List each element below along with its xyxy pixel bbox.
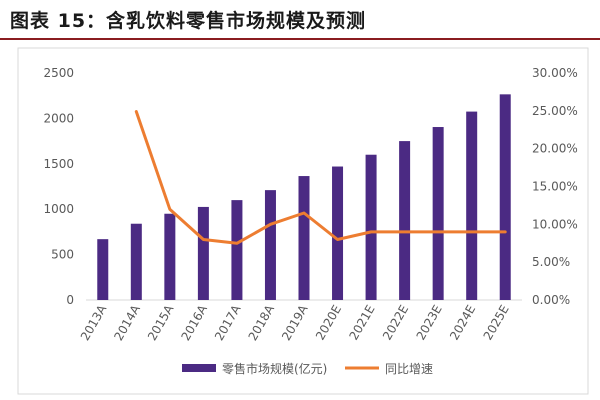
y-right-tick-label: 10.00% <box>532 217 578 231</box>
x-tick-label: 2017A <box>212 302 244 343</box>
x-tick-label: 2013A <box>78 302 110 343</box>
x-tick-label: 2014A <box>111 302 143 343</box>
y-right-tick-label: 0.00% <box>532 293 570 307</box>
bar <box>499 94 511 300</box>
chart-frame <box>17 47 589 395</box>
bar <box>197 206 209 300</box>
x-tick-label: 2018A <box>246 302 278 343</box>
y-right-tick-label: 25.00% <box>532 104 578 118</box>
x-axis: 2013A 2014A 2015A 2016A 2017A 2018A 2019A 2020E… <box>78 302 512 343</box>
bar <box>130 223 142 300</box>
title-rule <box>0 38 600 40</box>
bar <box>332 166 344 300</box>
x-tick-label: 2020E <box>313 303 344 343</box>
bar <box>298 176 310 300</box>
y-right-tick-label: 20.00% <box>532 142 578 156</box>
bar <box>466 111 478 300</box>
bar <box>164 213 176 300</box>
y-left-tick-label: 500 <box>51 248 74 262</box>
growth-line <box>134 110 507 245</box>
bar-series <box>97 94 511 300</box>
y-left-tick-label: 2500 <box>43 66 74 80</box>
x-tick-label: 2025E <box>481 303 512 343</box>
bar <box>231 200 243 300</box>
y-left-tick-label: 0 <box>66 293 74 307</box>
legend: 零售市场规模(亿元) 同比增速 <box>182 361 433 376</box>
x-tick-label: 2022E <box>380 303 411 343</box>
legend-bar-label: 零售市场规模(亿元) <box>222 361 327 376</box>
y-left-tick-label: 2000 <box>43 111 74 125</box>
legend-line-label: 同比增速 <box>385 362 433 376</box>
y-left-tick-label: 1000 <box>43 202 74 216</box>
y-left-tick-label: 1500 <box>43 157 74 171</box>
bar <box>264 190 276 300</box>
y-right-tick-label: 5.00% <box>532 255 570 269</box>
legend-bar-swatch <box>182 364 216 372</box>
x-tick-label: 2023E <box>414 303 445 343</box>
line-series <box>134 110 507 245</box>
x-tick-label: 2024E <box>447 303 478 343</box>
x-tick-label: 2015A <box>145 302 177 343</box>
y-right-tick-label: 30.00% <box>532 66 578 80</box>
bar <box>365 154 377 300</box>
y-right-axis: 0.00% 5.00% 10.00% 15.00% 20.00% 25.00% 30.00% <box>532 66 578 307</box>
x-tick-label: 2016A <box>178 302 210 343</box>
bar <box>432 127 444 300</box>
figure-title: 图表 15：含乳饮料零售市场规模及预测 <box>10 10 367 32</box>
figure-header: 图表 15：含乳饮料零售市场规模及预测 <box>0 0 600 40</box>
x-tick-label: 2019A <box>279 302 311 343</box>
y-right-tick-label: 15.00% <box>532 180 578 194</box>
x-tick-label: 2021E <box>346 303 377 343</box>
y-left-axis: 0 500 1000 1500 2000 2500 <box>43 66 74 307</box>
bar <box>97 239 109 300</box>
bar <box>399 141 411 300</box>
